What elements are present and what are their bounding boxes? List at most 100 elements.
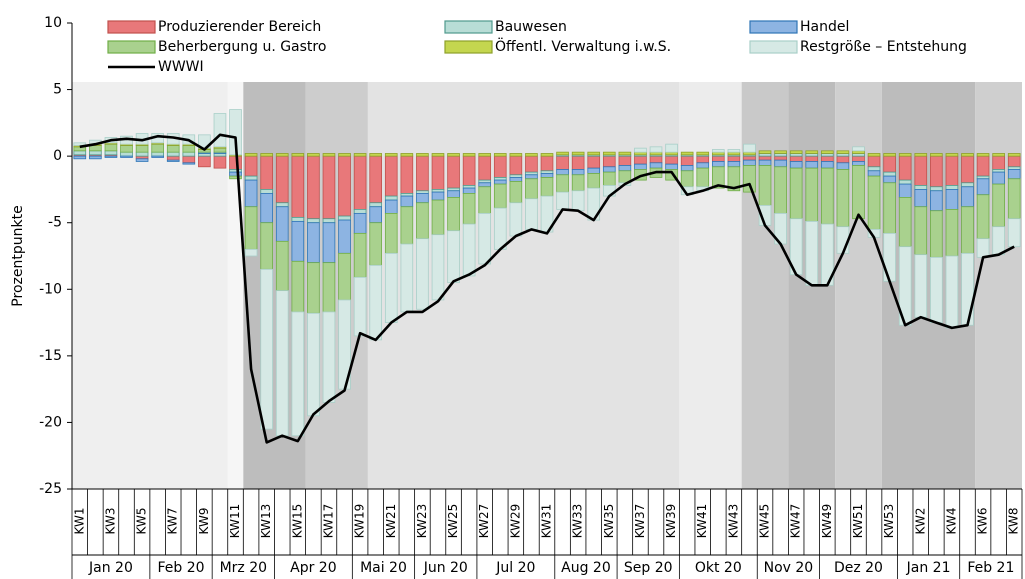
legend-swatch — [749, 40, 798, 54]
bar-segment — [914, 185, 928, 190]
bar-segment — [509, 181, 523, 204]
bar-segment — [540, 153, 554, 157]
bar-segment — [416, 193, 429, 204]
y-tick-label: -10 — [39, 281, 62, 297]
bar-segment — [166, 151, 180, 157]
bar-segment — [930, 153, 943, 157]
bar-segment — [275, 202, 289, 208]
bar-segment — [384, 155, 398, 197]
bar-segment — [680, 165, 694, 172]
month-label: Feb 21 — [967, 560, 1014, 576]
bar-segment — [384, 199, 398, 214]
bar-segment — [618, 151, 632, 156]
bar-segment — [540, 177, 554, 197]
bar-segment — [369, 264, 383, 341]
bar-segment — [945, 255, 959, 329]
bar-segment — [369, 222, 383, 266]
bar-segment — [898, 183, 912, 198]
legend-swatch — [107, 40, 156, 54]
bar-segment — [182, 145, 196, 153]
legend-swatch — [749, 20, 798, 34]
bar-segment — [805, 220, 819, 286]
x-tick-label: KW43 — [726, 504, 740, 539]
bar-segment — [665, 155, 678, 165]
bar-segment — [571, 155, 585, 170]
bar-segment — [353, 232, 367, 278]
bar-segment — [1007, 155, 1021, 168]
bar-segment — [369, 202, 383, 208]
bar-segment — [213, 147, 227, 153]
bar-segment — [665, 169, 678, 181]
bar-segment — [1007, 218, 1021, 248]
bar-segment — [945, 185, 959, 190]
bar-segment — [883, 175, 896, 184]
bar-segment — [260, 189, 273, 194]
bar-segment — [945, 189, 959, 210]
bar-segment — [384, 153, 398, 157]
bar-segment — [166, 159, 180, 162]
x-tick-label: KW7 — [166, 508, 180, 535]
y-tick-label: 10 — [44, 15, 62, 31]
bar-segment — [930, 256, 943, 323]
bar-segment — [649, 155, 663, 164]
bar-segment — [525, 174, 538, 180]
bar-segment — [338, 252, 351, 301]
bar-segment — [307, 222, 320, 264]
bar-segment — [680, 151, 694, 156]
bar-segment — [416, 238, 429, 310]
y-tick-label: -25 — [39, 481, 62, 497]
x-tick-label: KW4 — [944, 508, 958, 535]
x-tick-label: KW17 — [321, 504, 335, 539]
x-tick-label: KW13 — [259, 504, 273, 539]
bar-segment — [322, 262, 336, 313]
phase-band — [679, 82, 742, 489]
x-tick-label: KW2 — [913, 508, 927, 535]
bar-segment — [883, 182, 896, 234]
bar-segment — [930, 210, 943, 258]
bar-segment — [898, 197, 912, 248]
bar-segment — [462, 223, 476, 277]
legend-label: Beherbergung u. Gastro — [158, 39, 326, 55]
bar-segment — [976, 238, 990, 258]
bar-segment — [353, 276, 367, 337]
bar-segment — [743, 159, 756, 166]
bar-segment — [914, 153, 928, 157]
bar-segment — [898, 155, 912, 181]
month-label: Aug 20 — [561, 560, 611, 576]
bar-segment — [307, 312, 320, 417]
bar-segment — [151, 151, 164, 157]
bar-segment — [478, 182, 492, 188]
bar-segment — [447, 153, 460, 157]
bar-segment — [73, 155, 87, 160]
bar-segment — [945, 208, 959, 257]
bar-segment — [182, 155, 196, 164]
bar-segment — [992, 183, 1005, 228]
bar-segment — [275, 206, 289, 242]
legend-label: WWWI — [158, 59, 204, 75]
bar-segment — [260, 193, 273, 224]
bar-segment — [182, 151, 196, 157]
bar-segment — [930, 190, 943, 212]
bar-segment — [509, 153, 523, 157]
x-tick-label: KW51 — [851, 504, 865, 539]
bar-segment — [291, 216, 305, 222]
bar-segment — [338, 153, 351, 157]
bar-segment — [493, 207, 507, 250]
bar-segment — [478, 153, 492, 157]
bar-segment — [135, 145, 149, 153]
bar-segment — [758, 150, 772, 154]
bar-segment — [696, 162, 710, 169]
bar-segment — [229, 175, 242, 180]
x-tick-label: KW29 — [508, 504, 522, 539]
y-tick-label: 0 — [53, 148, 62, 164]
x-tick-label: KW8 — [1007, 508, 1021, 535]
bar-segment — [774, 166, 787, 214]
bar-segment — [400, 155, 414, 194]
bar-segment — [322, 222, 336, 264]
bar-segment — [400, 243, 414, 313]
bar-segment — [556, 155, 569, 170]
bar-segment — [244, 153, 258, 157]
bar-segment — [976, 155, 990, 177]
x-tick-label: KW39 — [664, 504, 678, 539]
y-tick-label: -15 — [39, 348, 62, 364]
